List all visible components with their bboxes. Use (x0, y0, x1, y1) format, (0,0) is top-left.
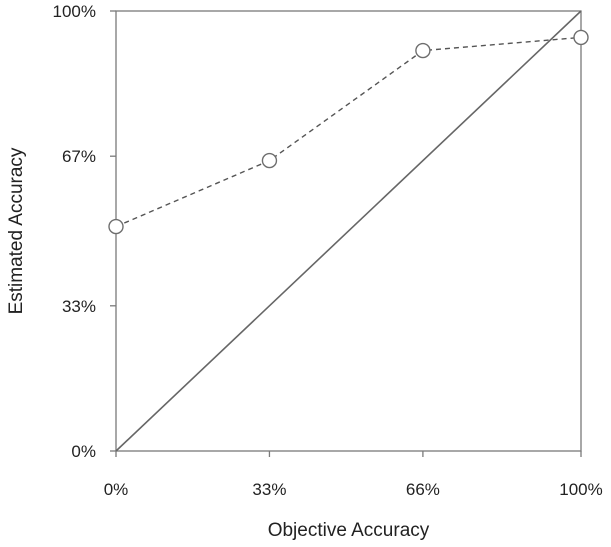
y-axis-ticks: 0% 33% 67% 100% (53, 2, 116, 461)
y-tick-label: 0% (71, 442, 96, 461)
data-point-marker (261, 152, 278, 169)
y-tick-label: 67% (62, 147, 96, 166)
data-point-marker (415, 42, 431, 59)
x-tick-label: 66% (406, 480, 440, 499)
x-tick-label: 0% (104, 480, 129, 499)
y-axis-title: Estimated Accuracy (6, 147, 27, 314)
y-tick-label: 100% (53, 2, 96, 21)
data-point-marker (573, 29, 589, 46)
y-tick-label: 33% (62, 297, 96, 316)
x-axis-title: Objective Accuracy (268, 520, 430, 541)
series-layer (108, 10, 589, 452)
data-point-marker (108, 218, 124, 235)
identity-line (115, 10, 582, 452)
x-tick-label: 100% (559, 480, 602, 499)
x-axis-ticks: 0% 33% 66% 100% (104, 451, 603, 499)
estimated-accuracy-line (115, 36, 582, 228)
x-tick-label: 33% (252, 480, 286, 499)
